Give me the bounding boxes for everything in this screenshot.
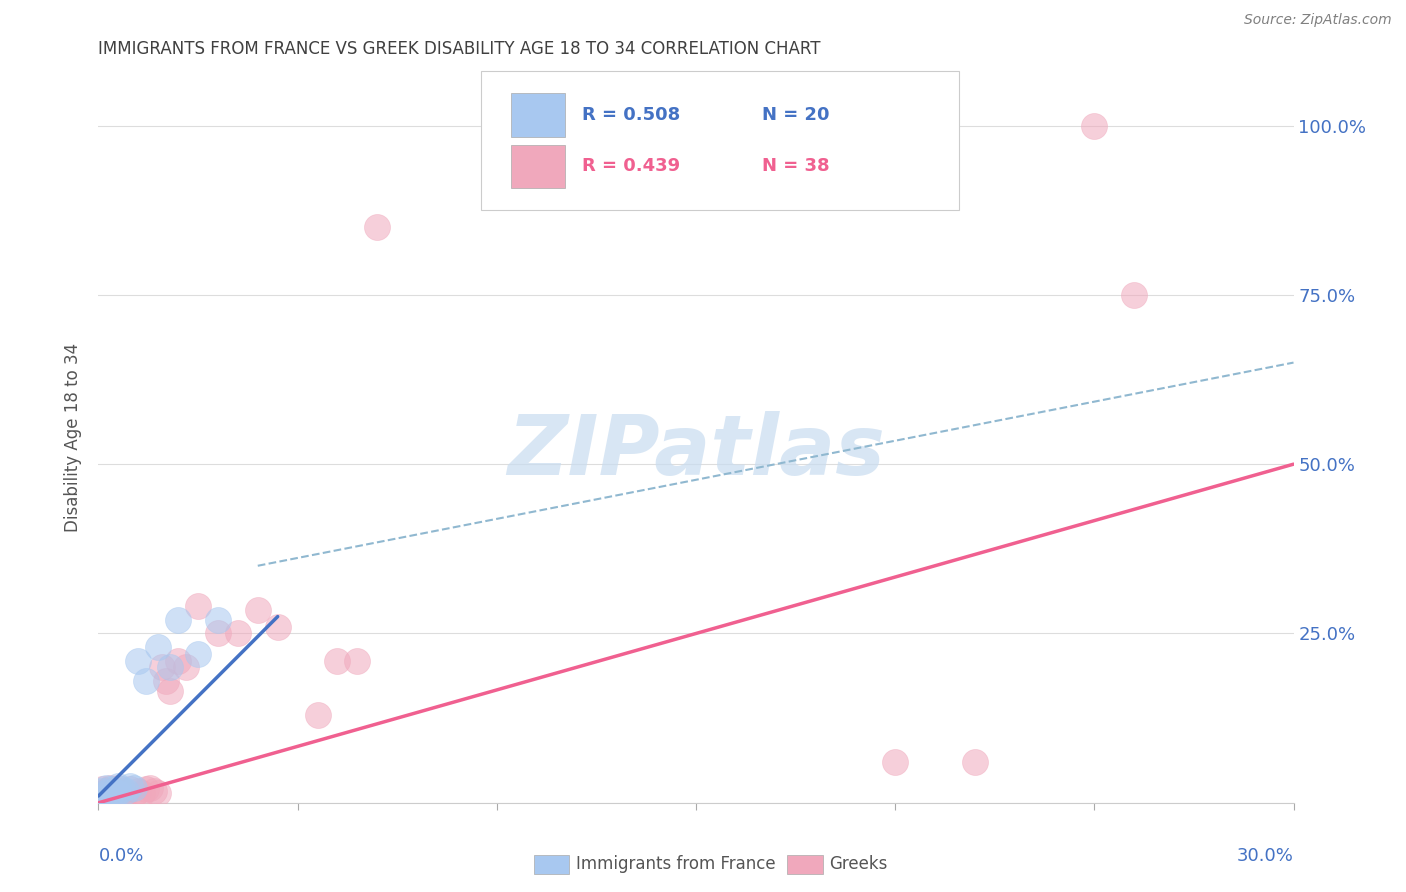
Point — [207, 613, 229, 627]
Point — [96, 783, 118, 797]
Point — [366, 220, 388, 235]
Point — [963, 755, 986, 769]
Point — [111, 782, 134, 797]
Point — [127, 783, 149, 797]
Point — [135, 782, 157, 797]
Point — [148, 786, 170, 800]
Point — [187, 647, 209, 661]
Point — [167, 654, 190, 668]
Point — [107, 786, 129, 800]
Point — [103, 789, 125, 803]
Point — [139, 780, 162, 795]
Point — [155, 673, 177, 688]
Text: ZIPatlas: ZIPatlas — [508, 411, 884, 492]
Text: R = 0.439: R = 0.439 — [582, 158, 681, 176]
Text: 30.0%: 30.0% — [1237, 847, 1294, 864]
Point — [98, 780, 122, 795]
Text: R = 0.508: R = 0.508 — [582, 106, 681, 124]
Point — [103, 783, 125, 797]
Point — [174, 660, 197, 674]
Point — [159, 660, 181, 674]
Point — [124, 788, 146, 802]
Text: 0.0%: 0.0% — [98, 847, 143, 864]
Point — [111, 783, 134, 797]
Point — [135, 673, 157, 688]
Point — [120, 779, 142, 793]
Point — [96, 788, 118, 802]
Point — [346, 654, 368, 668]
Point — [107, 780, 129, 795]
Point — [143, 783, 166, 797]
Point — [307, 707, 329, 722]
Point — [159, 684, 181, 698]
Point — [326, 654, 349, 668]
Point — [246, 603, 269, 617]
Point — [131, 786, 153, 800]
Point — [124, 780, 146, 795]
Point — [98, 786, 122, 800]
Text: N = 20: N = 20 — [762, 106, 830, 124]
FancyBboxPatch shape — [510, 145, 565, 188]
Point — [148, 640, 170, 654]
Text: Source: ZipAtlas.com: Source: ZipAtlas.com — [1244, 13, 1392, 28]
Point — [107, 786, 129, 800]
Point — [91, 782, 114, 797]
Point — [98, 788, 122, 802]
Point — [103, 789, 125, 803]
Point — [267, 620, 290, 634]
FancyBboxPatch shape — [510, 94, 565, 137]
Point — [187, 599, 209, 614]
Point — [91, 783, 114, 797]
Y-axis label: Disability Age 18 to 34: Disability Age 18 to 34 — [65, 343, 83, 532]
Point — [115, 783, 138, 797]
Point — [1123, 288, 1146, 302]
Point — [120, 782, 142, 797]
Point — [207, 626, 229, 640]
Text: N = 38: N = 38 — [762, 158, 830, 176]
Point — [103, 783, 125, 797]
Point — [226, 626, 249, 640]
Point — [115, 786, 138, 800]
Point — [884, 755, 907, 769]
Point — [167, 613, 190, 627]
Point — [96, 780, 118, 795]
Text: IMMIGRANTS FROM FRANCE VS GREEK DISABILITY AGE 18 TO 34 CORRELATION CHART: IMMIGRANTS FROM FRANCE VS GREEK DISABILI… — [98, 40, 821, 58]
Point — [150, 660, 173, 674]
Point — [96, 786, 118, 800]
Point — [91, 786, 114, 800]
Point — [107, 779, 129, 793]
Text: Immigrants from France: Immigrants from France — [576, 855, 776, 873]
Text: Greeks: Greeks — [830, 855, 889, 873]
Point — [98, 782, 122, 797]
Point — [1083, 119, 1105, 133]
Point — [127, 654, 149, 668]
FancyBboxPatch shape — [481, 71, 959, 211]
